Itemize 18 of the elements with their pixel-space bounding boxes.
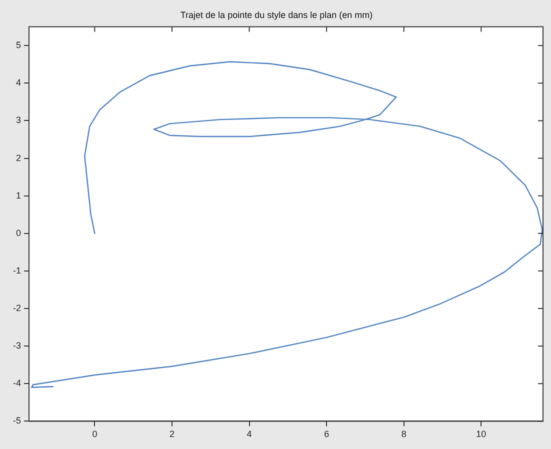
x-tick-label: 2 xyxy=(169,429,174,440)
y-tick-label: 5 xyxy=(16,40,21,50)
y-tick-label: -5 xyxy=(12,416,21,426)
y-tick-label: 1 xyxy=(16,190,21,200)
y-tick-label: -3 xyxy=(12,340,21,351)
y-tick-label: 0 xyxy=(16,228,21,238)
y-tick-label: 3 xyxy=(16,115,21,126)
y-tick-label: -2 xyxy=(12,303,21,313)
x-tick-label: 0 xyxy=(92,429,98,440)
y-tick-label: 2 xyxy=(16,152,21,163)
x-tick-label: 10 xyxy=(476,429,486,440)
chart-title: Trajet de la pointe du style dans le plan (en mm) xyxy=(180,10,373,20)
x-tick-label: 6 xyxy=(324,429,330,440)
y-tick-label: -4 xyxy=(12,378,21,388)
x-tick-label: 8 xyxy=(401,429,406,440)
x-tick-label: 4 xyxy=(246,429,252,440)
y-tick-label: -1 xyxy=(12,265,21,276)
y-tick-label: 4 xyxy=(16,78,21,88)
